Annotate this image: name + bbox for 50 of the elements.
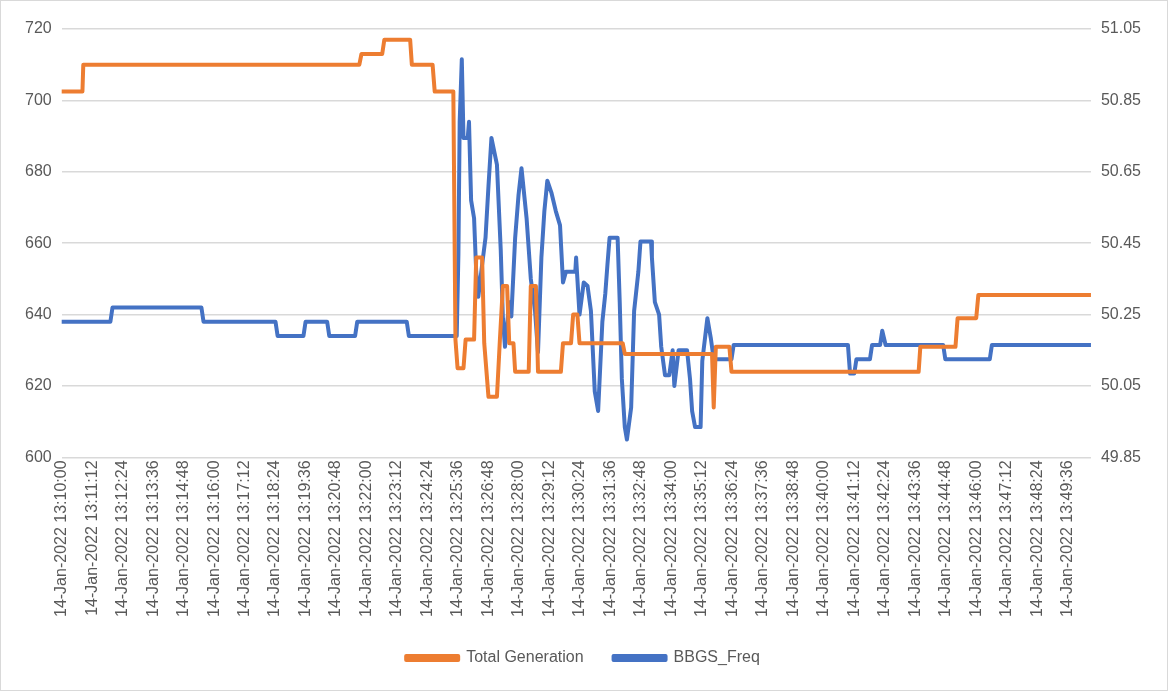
x-tick-label: 14-Jan-2022 13:10:00: [52, 460, 70, 618]
x-tick-label: 14-Jan-2022 13:13:36: [143, 460, 161, 618]
x-tick-label: 14-Jan-2022 13:36:24: [722, 460, 740, 618]
x-tick-label: 14-Jan-2022 13:44:48: [936, 460, 954, 618]
legend-label: Total Generation: [466, 648, 584, 666]
legend-label: BBGS_Freq: [673, 648, 760, 667]
x-tick-label: 14-Jan-2022 13:24:24: [417, 460, 435, 618]
x-tick-label: 14-Jan-2022 13:17:12: [235, 460, 253, 618]
x-tick-label: 14-Jan-2022 13:31:36: [600, 460, 618, 618]
y2-tick-label: 50.05: [1100, 376, 1142, 394]
y-tick-label: 660: [24, 233, 52, 251]
x-tick-label: 14-Jan-2022 13:37:36: [753, 460, 771, 618]
x-tick-label: 14-Jan-2022 13:42:24: [875, 460, 893, 618]
y-tick-label: 600: [24, 447, 52, 465]
x-tick-label: 14-Jan-2022 13:40:00: [814, 460, 832, 618]
x-tick-label: 14-Jan-2022 13:14:48: [174, 460, 192, 618]
x-tick-label: 14-Jan-2022 13:20:48: [326, 460, 344, 618]
x-tick-label: 14-Jan-2022 13:22:00: [356, 460, 374, 618]
y-tick-label: 700: [24, 90, 52, 108]
x-tick-label: 14-Jan-2022 13:34:00: [661, 460, 679, 618]
x-tick-label: 14-Jan-2022 13:23:12: [387, 460, 405, 618]
x-tick-label: 14-Jan-2022 13:18:24: [265, 460, 283, 618]
x-tick-label: 14-Jan-2022 13:19:36: [295, 460, 313, 618]
x-tick-label: 14-Jan-2022 13:29:12: [539, 460, 557, 618]
x-tick-label: 14-Jan-2022 13:46:00: [966, 460, 984, 618]
x-tick-label: 14-Jan-2022 13:16:00: [204, 460, 222, 618]
x-tick-label: 14-Jan-2022 13:26:48: [478, 460, 496, 618]
y-tick-label: 620: [24, 376, 52, 394]
x-tick-label: 14-Jan-2022 13:38:48: [783, 460, 801, 618]
y-tick-label: 720: [24, 19, 52, 37]
y2-tick-label: 50.65: [1100, 162, 1142, 180]
x-tick-label: 14-Jan-2022 13:30:24: [570, 460, 588, 618]
x-tick-label: 14-Jan-2022 13:41:12: [844, 460, 862, 618]
x-tick-label: 14-Jan-2022 13:49:36: [1058, 460, 1076, 618]
y2-tick-label: 50.45: [1100, 233, 1142, 251]
x-tick-label: 14-Jan-2022 13:47:12: [997, 460, 1015, 618]
y2-tick-label: 49.85: [1100, 447, 1142, 465]
x-tick-label: 14-Jan-2022 13:32:48: [631, 460, 649, 618]
x-tick-label: 14-Jan-2022 13:28:00: [509, 460, 527, 618]
y-tick-label: 680: [24, 162, 52, 180]
x-tick-label: 14-Jan-2022 13:35:12: [692, 460, 710, 618]
y2-tick-label: 51.05: [1100, 19, 1142, 37]
x-tick-label: 14-Jan-2022 13:43:36: [905, 460, 923, 618]
x-tick-label: 14-Jan-2022 13:12:24: [113, 460, 131, 618]
x-tick-label: 14-Jan-2022 13:11:12: [82, 460, 100, 616]
y2-tick-label: 50.25: [1100, 305, 1142, 323]
y-tick-label: 640: [24, 305, 52, 323]
x-tick-label: 14-Jan-2022 13:25:36: [448, 460, 466, 618]
x-tick-label: 14-Jan-2022 13:48:24: [1027, 460, 1045, 618]
y2-tick-label: 50.85: [1100, 90, 1142, 108]
